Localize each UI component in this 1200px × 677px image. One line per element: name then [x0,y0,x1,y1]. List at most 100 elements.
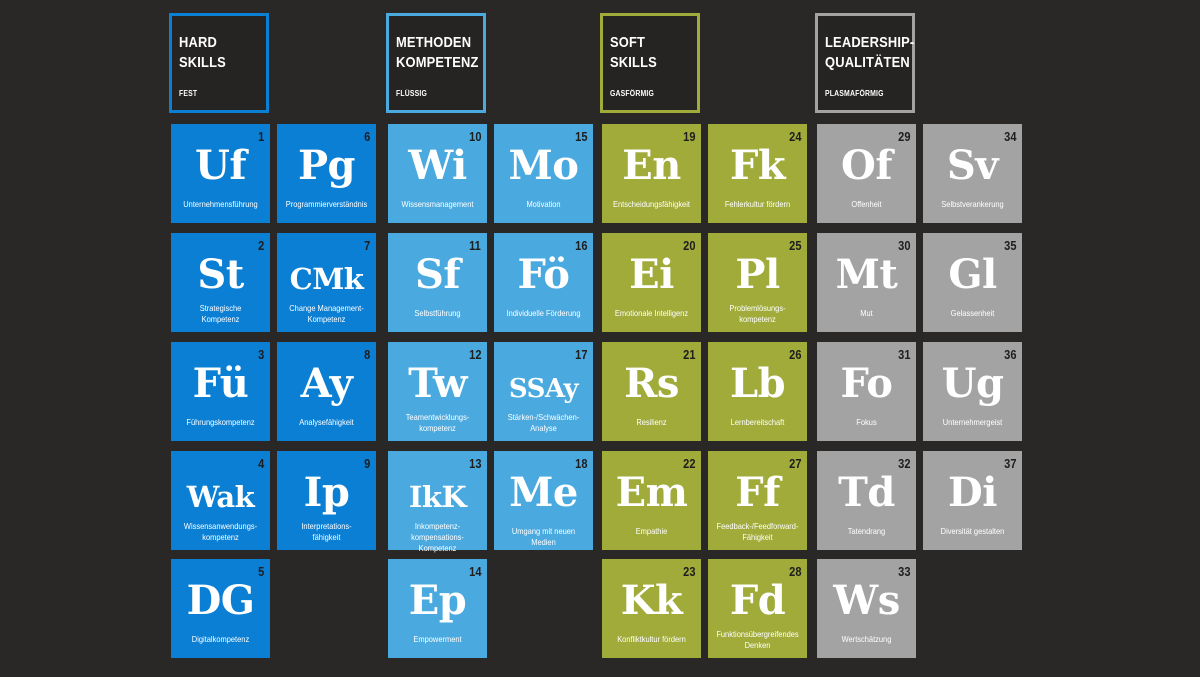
element-name: Emotionale Intelligenz [614,308,689,318]
element-symbol: Rs [624,360,679,407]
element-symbol: Td [838,469,895,516]
element-symbol: Fü [192,360,249,407]
element-name: Wissensmanagement [401,199,474,209]
element-number: 10 [468,129,481,144]
element-number: 4 [257,456,264,471]
category-header-soft: SOFT SKILLS GASFÖRMIG [600,13,700,113]
element-number: 3 [257,347,264,362]
element-tile: 11 Sf Selbstführung [388,233,487,332]
element-number: 14 [468,564,481,579]
element-symbol: SSAy [508,374,579,404]
element-tile: 13 IkK Inkompetenz- kompensations-Kompeten… [388,451,487,553]
element-symbol: Kk [620,577,683,624]
element-name: Change Management- Kompetenz [289,303,364,324]
element-name: Konfliktkultur fördern [617,634,686,644]
element-number: 37 [1003,456,1016,471]
element-tile: 22 Em Empathie [602,451,701,550]
element-name: Inkompetenz- kompensations-Kompetenz [411,521,464,553]
element-symbol: Fd [729,577,786,624]
element-symbol: Sf [414,251,461,298]
element-tile: 20 Ei Emotionale Intelligenz [602,233,701,332]
element-tile: 29 Of Offenheit [817,124,916,223]
element-name: Resilienz [636,417,667,427]
element-symbol: Ep [408,577,467,624]
element-number: 17 [574,347,587,362]
category-subtitle: PLASMAFÖRMIG [825,89,884,98]
element-tile: 36 Ug Unternehmergeist [923,342,1022,441]
element-number: 18 [574,456,587,471]
element-symbol: Uf [194,142,247,189]
element-symbol: Gl [948,251,997,298]
element-tile: 35 Gl Gelassenheit [923,233,1022,332]
element-number: 6 [363,129,370,144]
element-number: 30 [897,238,910,253]
element-tile: 14 Ep Empowerment [388,559,487,658]
element-tile: 25 Pl Problemlösungs- kompetenz [708,233,807,332]
element-number: 12 [468,347,481,362]
element-symbol: Ip [303,469,350,516]
element-tile: 16 Fö Individuelle Förderung [494,233,593,332]
element-name: Selbstverankerung [941,199,1004,209]
element-name: Fehlerkultur fördern [724,199,791,209]
element-tile: 7 CMk Change Management- Kompetenz [277,233,376,332]
element-name: Selbstführung [414,308,461,318]
element-name: Empowerment [413,634,462,644]
element-number: 33 [897,564,910,579]
element-symbol: Mt [835,251,898,298]
element-symbol: Wak [186,480,255,514]
element-number: 25 [788,238,801,253]
category-header-leadership: LEADERSHIP- QUALITÄTEN PLASMAFÖRMIG [815,13,915,113]
element-symbol: Sv [946,142,999,189]
element-name: Mut [860,308,873,318]
element-number: 24 [788,129,801,144]
element-symbol: IkK [408,480,467,514]
element-name: Motivation [526,199,561,209]
element-symbol: Ay [300,360,353,407]
element-tile: 9 Ip Interpretations- fähigkeit [277,451,376,550]
element-tile: 8 Ay Analysefähigkeit [277,342,376,441]
element-tile: 34 Sv Selbstverankerung [923,124,1022,223]
element-number: 21 [682,347,695,362]
element-number: 13 [468,456,481,471]
element-name: Stärken-/Schwächen- Analyse [507,412,580,433]
element-symbol: Pg [297,142,356,189]
element-tile: 33 Ws Wertschätzung [817,559,916,658]
element-name: Diversität gestalten [940,526,1005,536]
category-subtitle: FEST [179,89,198,98]
element-name: Teamentwicklungs- kompetenz [405,412,470,433]
element-name: Problemlösungs- kompetenz [729,303,786,324]
element-tile: 17 SSAy Stärken-/Schwächen- Analyse [494,342,593,441]
element-symbol: Tw [408,360,467,407]
element-symbol: Fo [840,360,893,407]
element-tile: 18 Me Umgang mit neuen Medien [494,451,593,550]
element-tile: 1 Uf Unternehmensführung [171,124,270,223]
element-number: 15 [574,129,587,144]
category-title: LEADERSHIP- QUALITÄTEN [825,34,915,71]
element-symbol: En [622,142,681,189]
element-name: Wissensanwendungs- kompetenz [183,521,258,542]
element-symbol: Mo [508,142,579,189]
element-number: 26 [788,347,801,362]
element-symbol: Ws [833,577,900,624]
element-symbol: DG [186,577,255,624]
element-number: 32 [897,456,910,471]
element-number: 27 [788,456,801,471]
element-number: 36 [1003,347,1016,362]
element-tile: 3 Fü Führungskompetenz [171,342,270,441]
element-tile: 37 Di Diversität gestalten [923,451,1022,550]
category-title: METHODEN KOMPETENZ [396,34,479,71]
element-tile: 5 DG Digitalkompetenz [171,559,270,658]
element-name: Feedback-/Feedforward- Fähigkeit [716,521,799,542]
element-name: Unternehmensführung [183,199,258,209]
element-symbol: Fö [517,251,570,298]
element-symbol: Di [948,469,997,516]
element-name: Unternehmergeist [942,417,1003,427]
element-name: Empathie [635,526,668,536]
element-number: 2 [257,238,264,253]
category-subtitle: FLÜSSIG [396,89,428,98]
element-name: Entscheidungsfähigkeit [613,199,690,209]
element-symbol: Em [615,469,688,516]
element-number: 19 [682,129,695,144]
element-number: 9 [363,456,370,471]
element-symbol: Ug [941,360,1004,407]
